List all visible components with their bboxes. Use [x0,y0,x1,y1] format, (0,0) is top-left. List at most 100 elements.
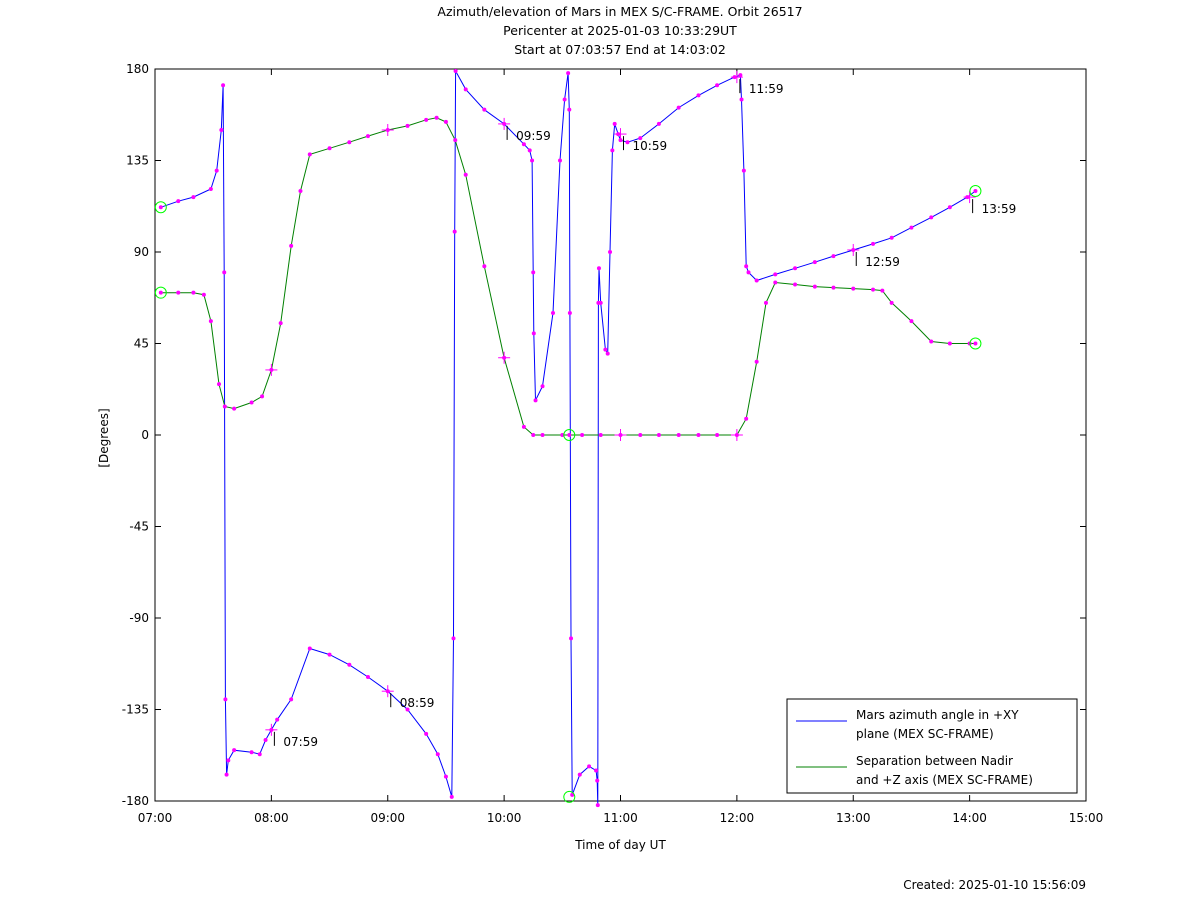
data-point [540,433,545,437]
data-point [567,107,572,112]
data-point [453,69,458,74]
data-point [560,433,565,437]
data-point [249,750,254,755]
data-point [746,270,751,275]
y-tick-label: -45 [129,520,149,534]
data-point [405,123,410,128]
x-tick-label: 12:00 [720,811,755,825]
data-point [307,646,312,651]
data-point [527,148,532,153]
data-point [219,128,224,132]
data-point [217,382,222,387]
data-point [889,300,894,305]
y-tick-label: 180 [126,62,149,76]
data-point [562,97,567,102]
data-point [676,105,681,110]
data-point [594,768,599,773]
legend-label: and +Z axis (MEX SC-FRAME) [856,773,1033,787]
y-tick-label: -135 [122,703,149,717]
data-point [405,707,410,712]
data-point [232,406,237,411]
x-axis-label: Time of day UT [574,838,666,852]
x-tick-label: 13:00 [836,811,871,825]
data-point [595,803,600,808]
event-circle [154,286,167,299]
data-point [567,311,572,315]
data-point [208,186,213,191]
data-point [741,168,746,173]
legend: Mars azimuth angle in +XY plane (MEX SC-F… [786,698,1078,794]
data-point [176,199,181,204]
data-point [947,205,952,210]
y-tick-label: 90 [134,245,149,259]
data-point [598,300,603,305]
annotation-label: 08:59 [400,696,435,710]
y-tick-label: 0 [141,428,149,442]
annotation-label: 11:59 [749,82,784,96]
data-point [214,168,219,173]
data-point [871,287,876,292]
data-point [551,311,556,315]
data-point [909,319,914,324]
data-point [754,278,759,283]
x-tick-label: 11:00 [603,811,638,825]
y-axis-label: [Degrees] [97,408,111,467]
data-point [656,121,661,126]
data-point [443,119,448,124]
data-point [347,662,352,667]
data-point [871,241,876,246]
data-point [831,285,836,290]
data-point [603,347,608,352]
event-circle [563,790,576,803]
data-point [612,121,617,126]
x-tick-label: 10:00 [487,811,522,825]
data-point [625,140,630,145]
data-point [763,300,768,305]
data-point [889,235,894,240]
legend-label: Mars azimuth angle in +XY [856,708,1019,722]
data-point [773,272,778,277]
y-tick-label: -90 [129,611,149,625]
data-point [327,146,332,151]
legend-box [786,698,1078,794]
title-line: Start at 07:03:57 End at 14:03:02 [514,42,726,57]
data-point [577,772,582,777]
time-annotations: 07:59 08:59 09:59 10:59 11:59 12:59 13:59 [273,79,1016,749]
data-point [521,424,526,429]
data-point [435,752,440,757]
data-point [451,636,456,641]
data-point [191,195,196,200]
data-point [223,697,228,702]
data-point [533,398,538,403]
data-point [443,774,448,779]
legend-label: plane (MEX SC-FRAME) [856,727,994,741]
data-point [851,286,856,291]
chart-title: Azimuth/elevation of Mars in MEX S/C-FRA… [437,4,802,57]
data-point [222,270,227,275]
data-point [638,136,643,141]
data-point [567,433,572,437]
data-point [739,97,744,102]
data-point [973,189,978,193]
series-markers [154,69,982,808]
data-point [531,270,536,275]
data-point [715,433,720,437]
data-point [260,394,265,399]
data-point [424,117,429,122]
data-point [570,792,575,797]
data-point [327,652,332,657]
data-point [482,264,487,269]
data-point [453,138,458,143]
data-point [596,266,601,271]
event-circle [969,337,982,350]
data-point [201,292,206,297]
title-line: Azimuth/elevation of Mars in MEX S/C-FRA… [437,4,802,19]
data-point [289,697,294,702]
event-circle [154,201,167,214]
data-point [598,433,603,437]
data-point [909,225,914,230]
data-point [365,134,370,139]
data-point [289,243,294,248]
data-point [557,158,562,163]
